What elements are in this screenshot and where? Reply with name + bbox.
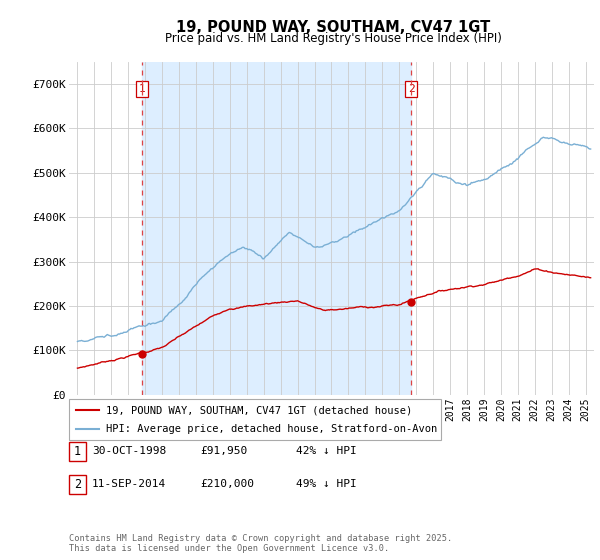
FancyBboxPatch shape bbox=[69, 475, 86, 494]
Text: 11-SEP-2014: 11-SEP-2014 bbox=[92, 479, 166, 489]
Text: 49% ↓ HPI: 49% ↓ HPI bbox=[296, 479, 356, 489]
Text: 2: 2 bbox=[74, 478, 81, 492]
FancyBboxPatch shape bbox=[69, 442, 86, 461]
Text: £91,950: £91,950 bbox=[200, 446, 247, 456]
Text: 30-OCT-1998: 30-OCT-1998 bbox=[92, 446, 166, 456]
Bar bbox=[142, 62, 411, 395]
Text: 42% ↓ HPI: 42% ↓ HPI bbox=[296, 446, 356, 456]
Text: 1: 1 bbox=[139, 84, 146, 94]
Text: £210,000: £210,000 bbox=[200, 479, 254, 489]
FancyBboxPatch shape bbox=[69, 399, 441, 440]
Text: Price paid vs. HM Land Registry's House Price Index (HPI): Price paid vs. HM Land Registry's House … bbox=[164, 32, 502, 45]
Text: HPI: Average price, detached house, Stratford-on-Avon: HPI: Average price, detached house, Stra… bbox=[106, 424, 437, 433]
Text: 19, POUND WAY, SOUTHAM, CV47 1GT: 19, POUND WAY, SOUTHAM, CV47 1GT bbox=[176, 20, 490, 35]
Text: 19, POUND WAY, SOUTHAM, CV47 1GT (detached house): 19, POUND WAY, SOUTHAM, CV47 1GT (detach… bbox=[106, 405, 412, 415]
Text: 2: 2 bbox=[408, 84, 415, 94]
Text: Contains HM Land Registry data © Crown copyright and database right 2025.
This d: Contains HM Land Registry data © Crown c… bbox=[69, 534, 452, 553]
Text: 1: 1 bbox=[74, 445, 81, 458]
